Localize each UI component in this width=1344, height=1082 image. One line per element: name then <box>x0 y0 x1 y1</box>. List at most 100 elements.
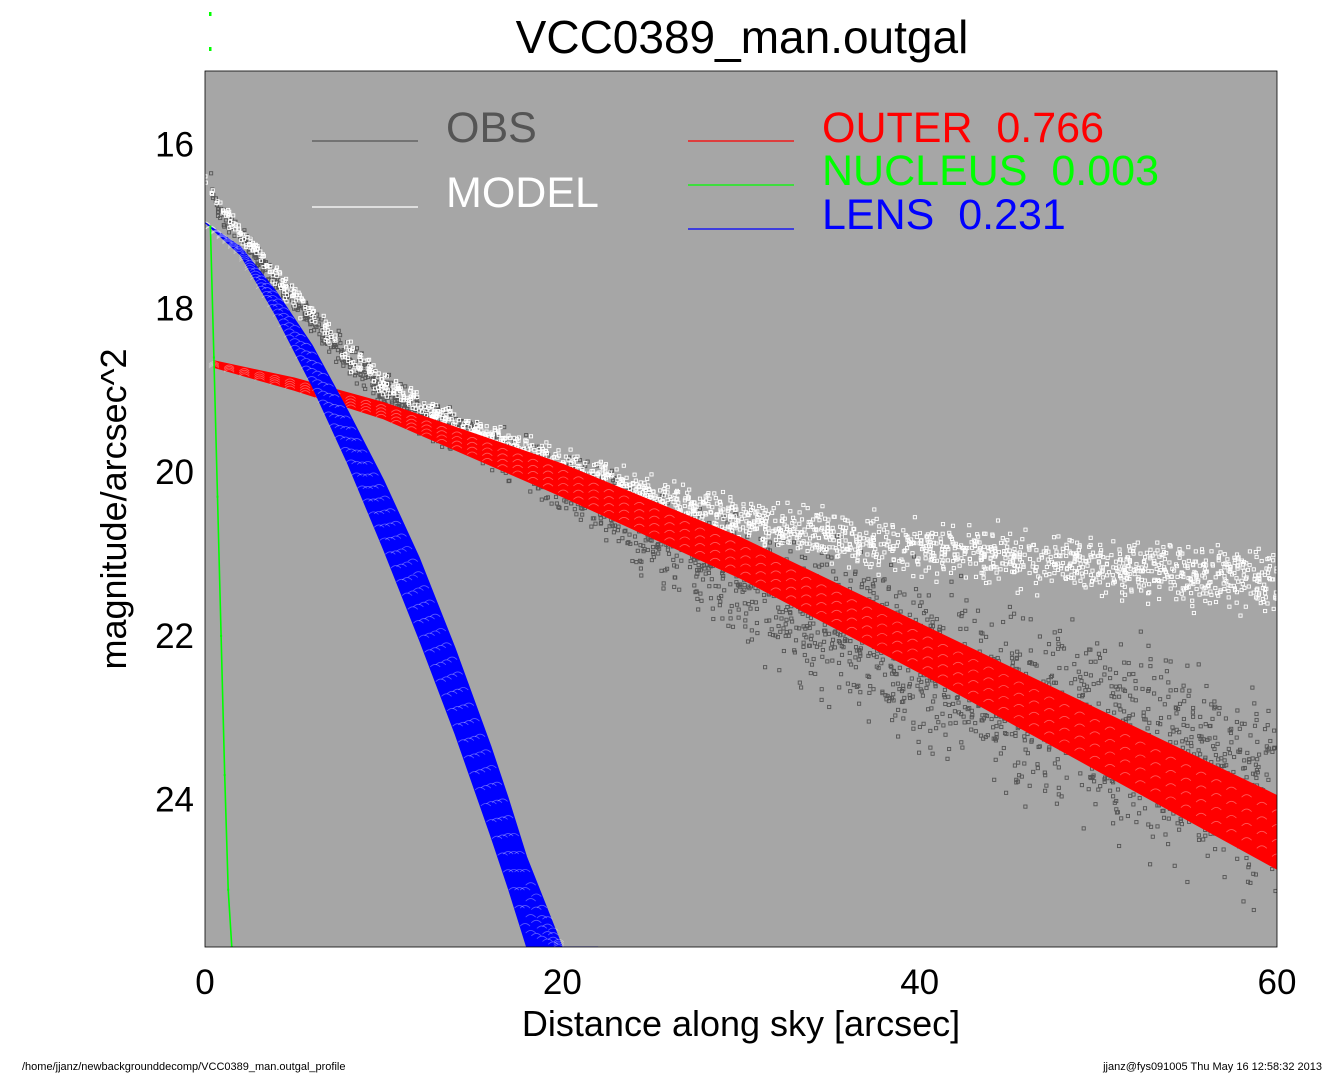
data-point <box>1255 739 1260 744</box>
data-point <box>1090 568 1095 573</box>
data-point <box>1194 586 1199 592</box>
data-point <box>973 721 978 726</box>
data-point <box>966 533 971 538</box>
data-point <box>696 511 701 516</box>
band-texture <box>1256 801 1268 806</box>
data-point <box>526 447 531 452</box>
data-point <box>1173 705 1178 710</box>
band-texture <box>1104 764 1116 768</box>
data-point <box>623 528 628 533</box>
data-point <box>1099 678 1104 683</box>
data-point <box>209 190 214 195</box>
data-point <box>1076 565 1082 571</box>
data-point <box>395 393 400 398</box>
data-point <box>1228 730 1234 736</box>
data-point <box>1054 801 1059 806</box>
data-point <box>226 230 232 235</box>
band-texture <box>424 599 435 603</box>
data-point <box>720 489 726 495</box>
band-texture <box>458 739 469 743</box>
band-texture <box>255 285 267 290</box>
data-point <box>901 528 906 533</box>
data-point <box>803 555 808 561</box>
data-point <box>713 496 718 501</box>
data-point <box>1027 783 1032 788</box>
band-texture <box>244 262 256 266</box>
data-point <box>813 671 818 676</box>
data-point <box>598 516 603 521</box>
data-point <box>1117 684 1122 689</box>
data-point <box>909 676 914 681</box>
data-point <box>406 400 411 405</box>
data-point <box>771 506 776 511</box>
data-point <box>1142 806 1148 811</box>
data-point <box>941 723 946 728</box>
data-point <box>907 693 912 698</box>
band-texture <box>542 464 554 468</box>
data-point <box>811 517 816 522</box>
band-texture <box>603 503 615 507</box>
data-point <box>907 682 912 687</box>
data-point <box>802 632 807 637</box>
data-point <box>1150 834 1155 839</box>
data-point <box>742 601 747 606</box>
data-point <box>1137 811 1142 816</box>
band-texture <box>239 369 250 374</box>
band-texture <box>907 658 918 662</box>
data-point <box>1097 655 1103 661</box>
data-point <box>1197 733 1202 739</box>
data-point <box>1080 694 1085 699</box>
data-point <box>1264 744 1269 749</box>
data-point <box>242 228 247 233</box>
band-texture <box>785 578 797 582</box>
data-point <box>1226 595 1231 600</box>
data-point <box>1109 694 1114 699</box>
data-point <box>1181 716 1186 722</box>
data-point <box>1022 552 1027 557</box>
data-point <box>1166 694 1171 699</box>
data-point <box>1189 735 1194 740</box>
data-point <box>920 693 925 698</box>
data-point <box>978 638 984 643</box>
data-point <box>1229 740 1234 745</box>
band-texture <box>725 548 736 552</box>
data-point <box>1067 563 1072 568</box>
band-texture <box>340 415 351 419</box>
data-point <box>1164 669 1169 674</box>
data-point <box>1196 662 1201 667</box>
data-point <box>718 500 723 505</box>
data-point <box>989 716 994 722</box>
band-texture <box>998 685 1009 689</box>
data-point <box>792 648 797 653</box>
data-point <box>911 600 916 605</box>
data-point <box>1023 527 1028 532</box>
data-point <box>1111 577 1116 582</box>
data-point <box>735 602 740 607</box>
data-point <box>966 720 971 725</box>
data-point <box>857 536 862 541</box>
data-point <box>363 375 368 380</box>
band-texture <box>233 246 244 250</box>
data-point <box>1166 680 1171 685</box>
data-point <box>1161 815 1167 820</box>
data-point <box>303 307 308 312</box>
data-point <box>1157 596 1162 602</box>
data-point <box>895 681 901 686</box>
data-point <box>760 505 765 510</box>
data-point <box>915 683 920 688</box>
band-texture <box>269 375 280 379</box>
data-point <box>720 571 725 576</box>
data-point <box>692 500 697 505</box>
data-point <box>963 575 968 580</box>
band-texture <box>283 322 295 326</box>
band-texture <box>250 270 261 274</box>
data-point <box>290 283 295 288</box>
data-point <box>1216 558 1221 563</box>
data-point <box>977 540 982 545</box>
data-point <box>344 345 349 350</box>
data-point <box>736 615 741 620</box>
band-texture <box>284 385 296 389</box>
band-texture <box>210 230 222 234</box>
data-point <box>1265 570 1271 575</box>
data-point <box>766 534 771 539</box>
